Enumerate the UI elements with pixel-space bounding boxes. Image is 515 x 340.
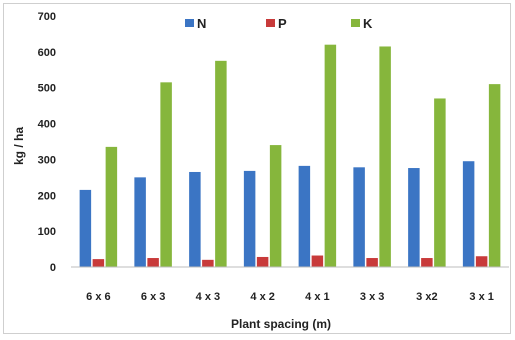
- bar-k-3: [269, 145, 282, 267]
- bar-k-2: [215, 60, 227, 268]
- x-tick-label: 6 x 6: [86, 291, 110, 303]
- bar-p-0: [92, 259, 105, 267]
- y-tick-label: 100: [38, 226, 56, 238]
- bar-p-2: [202, 259, 214, 267]
- bar-k-6: [434, 98, 446, 267]
- x-axis-label: Plant spacing (m): [231, 317, 331, 331]
- bar-series-group: [79, 44, 501, 268]
- y-tick-label: 400: [38, 119, 56, 131]
- x-tick-label: 4 x 2: [250, 291, 274, 303]
- y-axis-ticks: 0 100 200 300 400 500 600 700: [38, 11, 56, 274]
- bar-n-5: [353, 167, 365, 267]
- bar-k-0: [105, 146, 118, 267]
- legend-label-k: K: [363, 16, 373, 31]
- bar-n-3: [243, 170, 256, 267]
- bar-k-7: [488, 84, 501, 267]
- bar-p-7: [475, 256, 488, 267]
- y-tick-label: 700: [38, 11, 56, 23]
- x-tick-label: 3 x2: [416, 291, 437, 303]
- bar-n-1: [134, 177, 146, 267]
- bar-n-0: [79, 189, 92, 267]
- bar-n-7: [462, 161, 475, 267]
- x-tick-label: 4 x 3: [196, 291, 220, 303]
- bar-p-6: [421, 258, 433, 267]
- x-tick-label: 6 x 3: [141, 291, 165, 303]
- bar-k-5: [379, 46, 391, 267]
- x-axis-ticks: 6 x 6 6 x 3 4 x 3 4 x 2 4 x 1 3 x 3 3 x2 3 x 1: [86, 291, 494, 303]
- bar-chart: kg / ha Plant spacing (m) 0 100 200 300 400 5…: [12, 11, 509, 331]
- bar-n-6: [408, 168, 420, 267]
- bar-p-5: [366, 258, 378, 267]
- bar-p-3: [256, 256, 269, 267]
- legend-swatch-n: [185, 19, 194, 27]
- bar-p-4: [311, 255, 324, 267]
- legend-swatch-p: [266, 19, 275, 27]
- bar-k-1: [160, 82, 172, 267]
- chart-frame: kg / ha Plant spacing (m) 0 100 200 300 400 5…: [3, 3, 511, 334]
- legend-swatch-k: [351, 19, 360, 27]
- bar-n-2: [189, 171, 201, 267]
- bar-p-1: [147, 258, 159, 267]
- bar-k-4: [324, 44, 337, 267]
- x-tick-label: 3 x 1: [469, 291, 493, 303]
- bar-n-4: [298, 165, 311, 267]
- y-tick-label: 600: [38, 47, 56, 59]
- y-tick-label: 300: [38, 154, 56, 166]
- x-tick-label: 4 x 1: [305, 291, 329, 303]
- y-tick-label: 0: [50, 262, 56, 274]
- x-tick-label: 3 x 3: [360, 291, 384, 303]
- y-tick-label: 500: [38, 83, 56, 95]
- y-axis-label: kg / ha: [12, 127, 26, 165]
- legend-label-p: P: [278, 16, 287, 31]
- legend-label-n: N: [197, 16, 206, 31]
- y-tick-label: 200: [38, 190, 56, 202]
